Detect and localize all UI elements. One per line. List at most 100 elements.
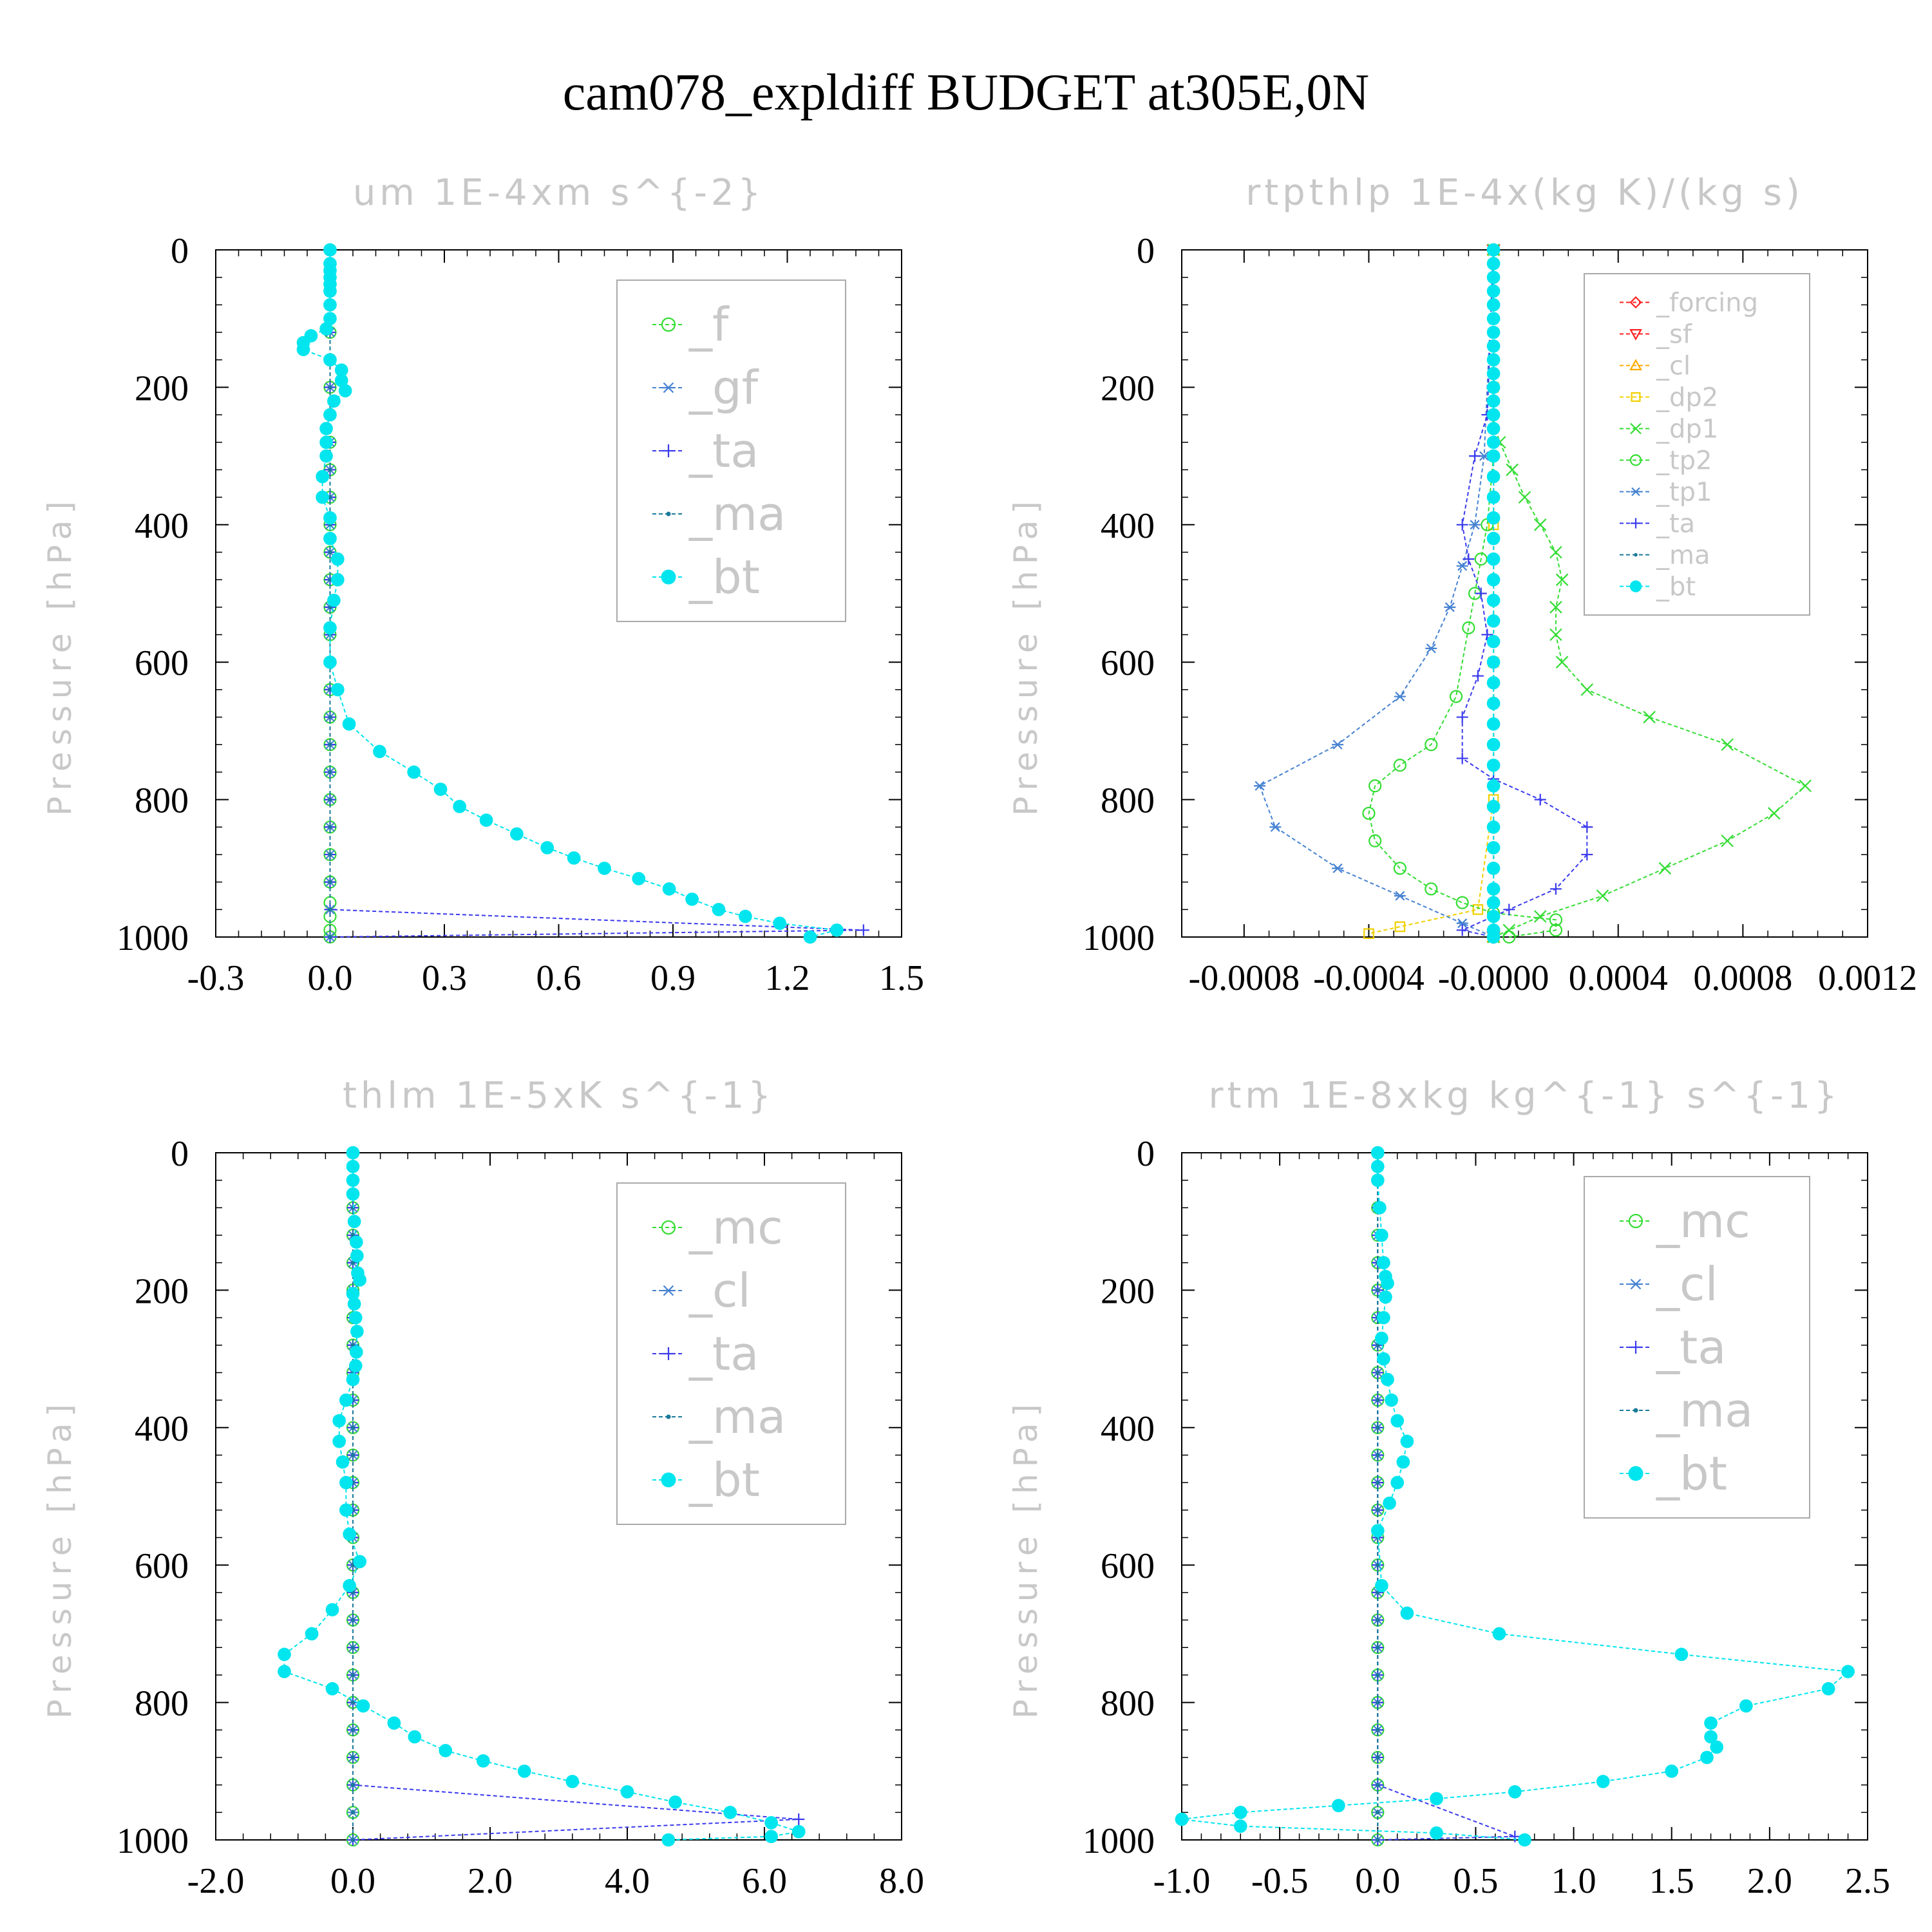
data-point: [387, 1716, 401, 1730]
data-point: [1486, 511, 1501, 525]
legend: _mc _cl _ta _ma _bt: [1584, 1176, 1810, 1519]
x-tick-label: 0.0: [330, 1861, 375, 1901]
series-line: [1460, 249, 1588, 938]
data-point: [668, 1795, 682, 1809]
data-point: [1376, 1425, 1380, 1430]
data-point: [830, 923, 844, 937]
y-tick-label: 600: [1101, 1546, 1155, 1586]
y-axis-label: Pressure [hPa]: [41, 495, 79, 816]
data-point: [1555, 573, 1569, 586]
data-point: [764, 1830, 778, 1844]
legend-item: _dp1: [1620, 415, 1718, 444]
data-point: [323, 655, 337, 669]
data-point: [1486, 394, 1501, 408]
data-point: [1379, 1290, 1392, 1304]
data-point: [791, 1824, 806, 1839]
data-point: [661, 1833, 676, 1847]
data-point: [1549, 628, 1562, 641]
data-point: [339, 1475, 353, 1490]
data-point: [1425, 738, 1438, 752]
y-tick-label: 200: [135, 368, 189, 408]
data-point: [1368, 834, 1382, 848]
y-tick-label: 1000: [1083, 1821, 1155, 1861]
data-point: [1376, 1810, 1380, 1815]
data-point: [1462, 621, 1475, 634]
data-point: [346, 1146, 360, 1160]
data-point: [1486, 298, 1501, 312]
legend-marker: [661, 1472, 676, 1488]
legend-label: _ma: [1656, 541, 1710, 571]
data-point: [332, 1434, 346, 1448]
data-point: [1376, 1481, 1380, 1485]
data-point: [1469, 450, 1481, 462]
y-axis-label: Pressure [hPa]: [1007, 495, 1045, 816]
legend-item: _gf: [652, 361, 759, 415]
data-point: [1509, 1830, 1521, 1842]
legend-marker: [1631, 392, 1641, 402]
data-point: [328, 852, 332, 857]
legend-item: _ma: [652, 487, 786, 541]
legend-marker: [1629, 1341, 1642, 1354]
data-point: [1332, 863, 1344, 873]
data-point: [723, 1805, 737, 1819]
data-point: [334, 363, 348, 377]
data-point: [1486, 779, 1501, 793]
data-point: [347, 1297, 361, 1311]
legend-item: _ma: [652, 1390, 786, 1444]
data-point: [1486, 449, 1501, 463]
data-point: [1486, 381, 1501, 394]
series-bt: [1175, 1146, 1855, 1847]
data-point: [1710, 1740, 1724, 1754]
legend-label: _mc: [688, 1200, 783, 1255]
data-point: [632, 871, 646, 886]
data-point: [328, 687, 332, 692]
plot-frame: [1181, 249, 1868, 938]
x-tick-label: 4.0: [605, 1861, 650, 1901]
data-point: [1486, 422, 1501, 435]
data-point: [1486, 799, 1501, 813]
y-tick-label: 0: [171, 231, 189, 271]
data-point: [346, 1159, 360, 1173]
y-tick-label: 200: [1101, 368, 1155, 408]
data-point: [278, 1647, 291, 1662]
data-point: [350, 1645, 355, 1650]
data-point: [319, 435, 333, 450]
data-point: [1370, 1159, 1385, 1173]
legend-marker: [1629, 454, 1642, 466]
data-point: [1376, 1837, 1380, 1842]
data-point: [328, 934, 332, 940]
data-point: [1381, 1372, 1394, 1387]
data-point: [477, 1754, 490, 1768]
series-bt: [278, 1146, 806, 1847]
data-point: [323, 243, 337, 257]
data-point: [1596, 889, 1609, 902]
x-tick-label: -0.0000: [1438, 958, 1549, 998]
x-tick-label: 0.6: [536, 958, 582, 998]
y-axis-label: Pressure [hPa]: [1007, 1397, 1045, 1719]
data-point: [1400, 1434, 1414, 1448]
data-point: [323, 408, 337, 422]
figure-title: cam078_expldiff BUDGET at305E,0N: [563, 64, 1369, 121]
x-tick-label: 1.2: [765, 958, 810, 998]
data-point: [1233, 1819, 1247, 1833]
data-point: [1400, 1606, 1414, 1620]
data-point: [1643, 710, 1656, 724]
data-point: [323, 531, 337, 545]
data-point: [1376, 1755, 1380, 1760]
legend-item: _cl: [1620, 352, 1690, 381]
data-point: [1721, 834, 1734, 848]
data-point: [350, 1810, 355, 1815]
data-point: [1486, 882, 1501, 896]
data-point: [1581, 821, 1593, 833]
data-point: [1383, 1496, 1396, 1510]
data-point: [1549, 601, 1562, 614]
data-point: [1486, 676, 1501, 690]
data-point: [332, 1414, 346, 1428]
legend-item: _ta: [1620, 509, 1695, 539]
legend-item: _ma: [1620, 1383, 1753, 1437]
data-point: [323, 353, 337, 367]
data-point: [1475, 587, 1487, 600]
data-point: [1581, 848, 1593, 860]
y-tick-label: 600: [135, 643, 189, 683]
legend-label: _ma: [688, 1390, 786, 1444]
